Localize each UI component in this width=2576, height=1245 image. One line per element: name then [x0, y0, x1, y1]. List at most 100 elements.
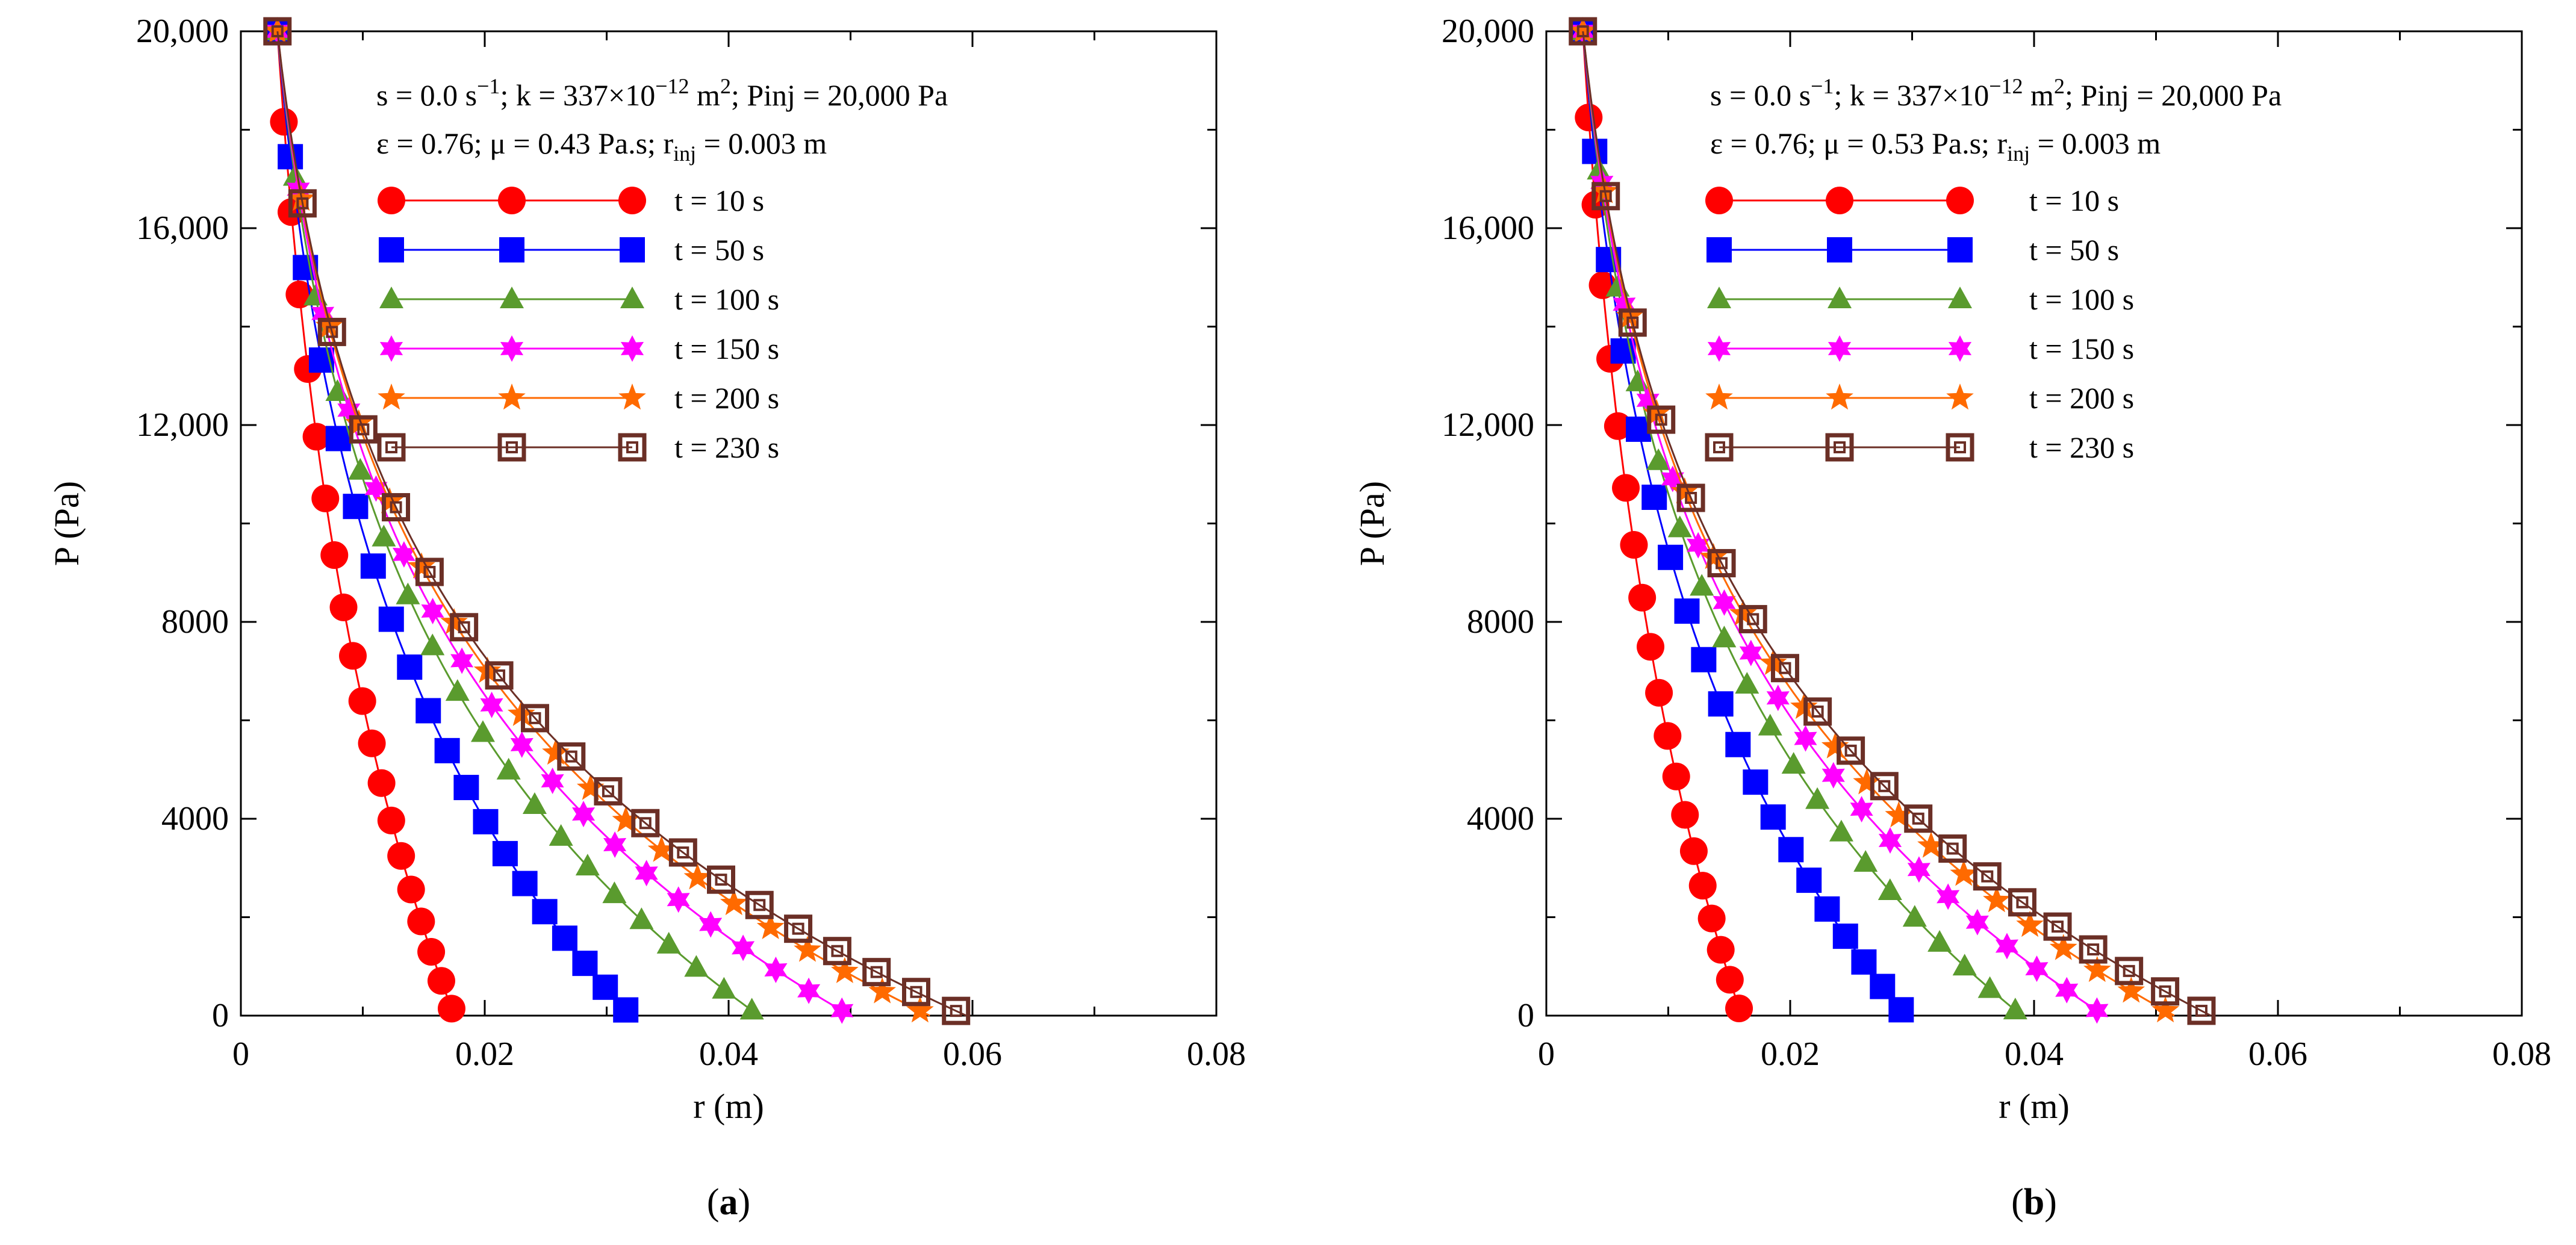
- legend-marker: [1946, 383, 1974, 410]
- legend-label: t = 50 s: [674, 233, 764, 267]
- data-point: [387, 842, 415, 870]
- y-tick-label: 4000: [1467, 800, 1534, 837]
- data-point: [382, 493, 411, 522]
- data-point: [315, 312, 343, 338]
- x-tick-label: 0: [1538, 1035, 1555, 1073]
- data-point: [739, 998, 764, 1020]
- annotation-text: m: [2023, 78, 2055, 112]
- data-point: [1654, 722, 1682, 750]
- data-point: [372, 524, 396, 547]
- data-point: [594, 777, 623, 806]
- data-point: [862, 958, 891, 987]
- legend-marker: [620, 237, 645, 262]
- data-point: [732, 934, 755, 961]
- data-point: [1778, 837, 1804, 863]
- data-point: [367, 769, 396, 797]
- legend-entry: t = 100 s: [1707, 282, 2134, 316]
- data-point: [1822, 762, 1845, 789]
- data-point: [1885, 801, 1913, 828]
- data-point: [1781, 752, 1806, 774]
- data-point: [794, 936, 821, 962]
- data-point: [1725, 995, 1753, 1023]
- data-point: [2049, 934, 2077, 960]
- x-tick-label: 0.08: [1187, 1035, 1246, 1073]
- annotation-superscript: −12: [1989, 74, 2023, 98]
- data-point: [1829, 819, 1853, 842]
- series-t-150-s: [266, 18, 854, 1024]
- data-point: [1716, 966, 1744, 994]
- data-point: [1902, 905, 1927, 927]
- legend-marker: [1707, 287, 1731, 308]
- series-line: [276, 31, 851, 1017]
- data-point: [1888, 997, 1914, 1023]
- legend-marker: [378, 187, 405, 214]
- data-point: [417, 938, 446, 966]
- data-point: [1636, 387, 1660, 414]
- legend-label: t = 200 s: [674, 381, 779, 415]
- y-axis-label: P (Pa): [47, 481, 86, 566]
- data-point: [408, 552, 435, 579]
- data-point: [492, 840, 518, 866]
- legend-entry: t = 50 s: [379, 233, 764, 267]
- series-line: [276, 31, 632, 1017]
- legend-marker: [1946, 433, 1974, 462]
- data-point: [1760, 804, 1786, 830]
- data-point: [1674, 598, 1700, 624]
- data-point: [1706, 936, 1735, 964]
- data-point: [541, 768, 564, 794]
- legend-marker: [1707, 335, 1731, 362]
- data-point: [1739, 639, 1762, 666]
- series-line: [1582, 31, 2106, 1017]
- data-point: [450, 613, 479, 642]
- legend-marker: [1826, 187, 1853, 214]
- data-point: [427, 967, 455, 995]
- legend-marker: [620, 287, 644, 308]
- legend-marker: [378, 383, 405, 410]
- data-point: [2003, 998, 2027, 1020]
- y-tick-label: 16,000: [136, 210, 229, 247]
- data-point: [1821, 732, 1849, 759]
- data-point: [1738, 604, 1767, 633]
- data-point: [415, 557, 444, 586]
- data-point: [437, 995, 465, 1023]
- series-line: [276, 31, 967, 1017]
- data-point: [392, 541, 415, 568]
- data-point: [1965, 908, 1989, 936]
- x-tick-label: 0.06: [2248, 1035, 2307, 1073]
- data-point: [868, 977, 896, 1004]
- data-point: [282, 164, 307, 186]
- data-point: [542, 738, 570, 765]
- data-point: [1805, 787, 1830, 809]
- data-point: [348, 687, 376, 715]
- legend-entry: t = 10 s: [378, 184, 764, 217]
- annotation-text: ; Pinj = 20,000 Pa: [731, 78, 948, 112]
- x-tick-label: 0.04: [2005, 1035, 2064, 1073]
- data-point: [1620, 531, 1648, 559]
- data-point: [2079, 935, 2108, 964]
- data-point: [557, 742, 586, 771]
- legend-entry: t = 200 s: [1705, 381, 2134, 415]
- series-t-100-s: [265, 19, 764, 1020]
- series-line: [276, 31, 930, 1017]
- legend-marker: [500, 287, 524, 308]
- data-point: [378, 606, 404, 632]
- plot-frame: [1545, 30, 2523, 1017]
- data-point: [668, 838, 697, 867]
- x-tick-label: 0: [232, 1035, 249, 1073]
- legend-marker: [1826, 383, 1853, 410]
- x-tick-label: 0.02: [455, 1035, 514, 1073]
- data-point: [421, 598, 444, 624]
- legend-label: t = 150 s: [674, 332, 779, 365]
- series-line: [276, 31, 760, 1017]
- legend-marker: [1948, 287, 1972, 308]
- legend-marker: [377, 433, 406, 462]
- annotation-text: = 0.003 m: [2030, 126, 2161, 160]
- data-point: [2016, 910, 2044, 937]
- legend-label: t = 100 s: [2029, 282, 2134, 316]
- data-point: [1699, 542, 1728, 570]
- data-point: [1647, 405, 1676, 434]
- data-point: [1618, 308, 1647, 337]
- data-point: [1977, 976, 2002, 998]
- data-point: [1671, 801, 1699, 829]
- legend-marker: [379, 335, 403, 362]
